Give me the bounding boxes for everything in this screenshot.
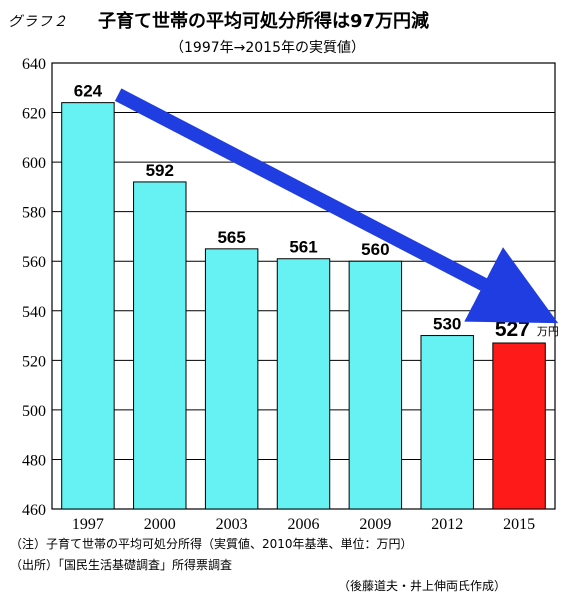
note-line-1: （注）子育て世帯の平均可処分所得（実質値、2010年基準、単位：万円）	[10, 536, 413, 551]
y-tick-label: 600	[22, 155, 46, 172]
x-tick-label: 2009	[359, 516, 391, 533]
bars	[61, 102, 546, 510]
value-label: 560	[361, 240, 389, 259]
bar	[420, 335, 474, 510]
y-tick-label: 620	[22, 106, 46, 123]
value-label: 592	[146, 161, 174, 180]
chart-subtitle: （1997年→2015年の実質値）	[170, 40, 365, 56]
x-tick-label: 1997	[72, 516, 104, 533]
value-label: 530	[433, 315, 461, 334]
y-tick-label: 540	[22, 304, 46, 321]
y-tick-label: 480	[22, 452, 46, 469]
value-label-highlight: 527	[495, 318, 530, 341]
x-tick-label: 2003	[216, 516, 248, 533]
x-tick-label: 2006	[288, 516, 320, 533]
bar	[348, 260, 403, 510]
credit-line: （後藤道夫・井上伸両氏作成）	[338, 579, 506, 593]
y-tick-label: 580	[22, 205, 46, 222]
bar	[133, 181, 187, 510]
value-unit-label: 万円	[537, 325, 559, 338]
x-tick-label: 2015	[503, 516, 535, 533]
x-tick-label: 2000	[144, 516, 176, 533]
value-label: 561	[289, 238, 317, 257]
chart-title: 子育て世帯の平均可処分所得は97万円減	[98, 10, 429, 32]
bar	[61, 102, 115, 510]
value-label: 624	[74, 82, 103, 101]
chart-title-label: グラフ２	[8, 14, 68, 30]
trend-arrow-group	[114, 88, 559, 324]
trend-arrow	[114, 88, 559, 324]
bar	[276, 258, 331, 510]
value-labels: 624 592 565 561 560 530 527 万円	[74, 82, 559, 341]
y-axis-ticks: 460 480 500 520 540 560 580 600 620 640	[22, 56, 46, 519]
bar	[204, 248, 259, 510]
x-axis-ticks: 1997 2000 2003 2006 2009 2012 2015	[72, 516, 535, 533]
y-tick-label: 560	[22, 254, 46, 271]
y-tick-label: 520	[22, 353, 46, 370]
y-tick-label: 460	[22, 502, 46, 519]
note-line-2: （出所）「国民生活基礎調査」所得票調査	[10, 557, 232, 572]
y-tick-label: 640	[22, 56, 46, 73]
x-tick-label: 2012	[431, 516, 463, 533]
y-tick-label: 500	[22, 403, 46, 420]
bar-highlight	[492, 342, 546, 510]
value-label: 565	[217, 228, 245, 247]
